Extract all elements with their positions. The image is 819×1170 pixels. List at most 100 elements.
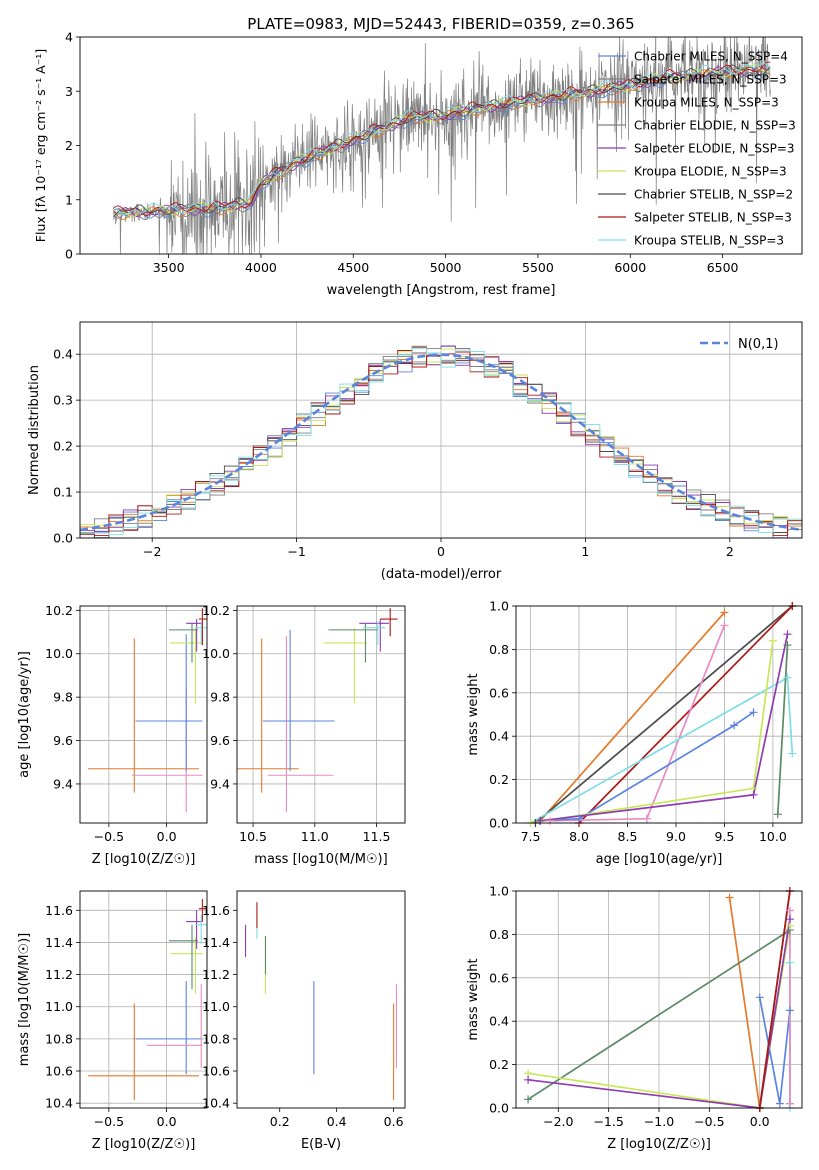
- x-axis-label: mass [log10(M/M☉)]: [254, 852, 387, 867]
- y-tick-label: 1: [65, 192, 73, 207]
- legend-label: Salpeter STELIB, N_SSP=3: [634, 211, 792, 225]
- error-bar-point: [146, 984, 203, 1068]
- weight-marker: [642, 814, 651, 823]
- y-axis-label: age [log10(age/yr)]: [17, 651, 32, 778]
- weight-line: [540, 634, 789, 822]
- weight-line: [527, 929, 791, 1101]
- y-tick-label: 0.2: [489, 1057, 509, 1072]
- weight-line: [728, 897, 761, 1108]
- y-tick-label: 0.6: [489, 685, 509, 700]
- y-tick-label: 0.4: [489, 729, 509, 744]
- error-bar-point: [380, 608, 398, 637]
- x-tick-label: 8.0: [569, 829, 589, 844]
- y-tick-label: 1.0: [489, 884, 509, 899]
- y-tick-label: 11.2: [202, 967, 230, 982]
- y-tick-label: 3: [65, 84, 73, 99]
- y-tick-label: 0.3: [53, 393, 73, 408]
- error-bar-point: [198, 608, 207, 646]
- x-tick-label: 10.5: [239, 829, 267, 844]
- model-line: [112, 61, 771, 217]
- x-axis-label: (data-model)/error: [381, 567, 502, 582]
- weight-marker: [785, 1006, 794, 1015]
- y-tick-label: 10.6: [45, 1064, 73, 1079]
- legend: Chabrier MILES, N_SSP=4 Salpeter MILES, N…: [598, 50, 796, 248]
- weight-marker: [755, 993, 764, 1002]
- model-line: [112, 64, 771, 218]
- axes-frame: [79, 36, 803, 255]
- y-tick-label: 0.1: [53, 485, 73, 500]
- error-bar-point: [135, 981, 203, 1075]
- x-tick-label: 11.0: [301, 829, 329, 844]
- legend-label: Chabrier MILES, N_SSP=4: [634, 50, 788, 64]
- weight-marker: [785, 915, 794, 924]
- legend-label: Chabrier STELIB, N_SSP=2: [634, 188, 793, 202]
- x-tick-label: 0: [437, 544, 445, 559]
- x-tick-label: −1.0: [644, 1114, 674, 1129]
- histogram-step: [80, 347, 802, 538]
- x-tick-label: 5000: [430, 260, 462, 275]
- plot-area: [88, 608, 207, 813]
- mass-vs-metallicity-panel: −0.5 0.0 10.4 10.6 10.8 11.0 11.2 11.4 11.6 Z [lo…: [17, 890, 208, 1152]
- error-bar-point: [88, 1003, 199, 1100]
- y-axis-label: Normed distribution: [27, 365, 42, 495]
- normal-curve: [80, 353, 802, 532]
- plot-area: [112, 37, 771, 254]
- axes-frame: [79, 321, 803, 539]
- mass-vs-extinction-panel: 0.2 0.4 0.6 10.4 10.6 10.8 11.0 11.2 11.4 11.6 E(B…: [202, 890, 406, 1152]
- y-tick-label: 10.4: [45, 1096, 73, 1111]
- x-tick-label: 11.5: [363, 829, 391, 844]
- weight-marker: [725, 893, 734, 902]
- y-tick-label: 11.6: [45, 903, 73, 918]
- y-tick-label: 11.2: [45, 967, 73, 982]
- y-tick-label: 0.0: [53, 531, 73, 546]
- data-spectrum: [113, 37, 771, 254]
- y-tick-label: 10.8: [202, 1031, 230, 1046]
- error-bar-point: [323, 627, 367, 704]
- weight-marker: [720, 621, 729, 630]
- error-bar-point: [363, 621, 386, 646]
- plot-area: [88, 899, 207, 1100]
- x-axis-label: age [log10(age/yr)]: [596, 852, 723, 867]
- weight-marker: [775, 1099, 784, 1108]
- legend-label: N(0,1): [738, 337, 779, 352]
- weight-line: [776, 645, 789, 815]
- error-bar-point: [328, 623, 378, 663]
- y-tick-label: 10.0: [202, 646, 230, 661]
- axes-frame: [236, 605, 406, 824]
- error-bar-point: [359, 619, 389, 652]
- x-axis-label: Z [log10(Z/Z☉)]: [607, 1137, 711, 1152]
- weight-line: [758, 891, 791, 1108]
- y-tick-label: 11.0: [202, 999, 230, 1014]
- weight-line: [530, 676, 794, 823]
- y-tick-label: 11.4: [202, 935, 230, 950]
- y-tick-label: 9.8: [210, 690, 230, 705]
- x-tick-label: 6500: [707, 260, 739, 275]
- y-tick-label: 11.0: [45, 999, 73, 1014]
- y-tick-label: 10.2: [45, 603, 73, 618]
- y-tick-label: 10.8: [45, 1031, 73, 1046]
- y-tick-label: 0.8: [489, 642, 509, 657]
- x-tick-label: −1.5: [593, 1114, 623, 1129]
- weight-marker: [545, 816, 554, 825]
- x-tick-label: 4500: [337, 260, 369, 275]
- y-tick-label: 9.6: [210, 733, 230, 748]
- x-tick-label: 0.0: [157, 1114, 177, 1129]
- y-tick-label: 10.0: [45, 646, 73, 661]
- y-tick-label: 4: [65, 30, 73, 45]
- x-tick-label: 3500: [153, 260, 185, 275]
- weight-marker: [730, 721, 739, 730]
- error-bar-point: [262, 629, 335, 771]
- error-bar-point: [170, 937, 203, 994]
- y-tick-label: 2: [65, 138, 73, 153]
- axes-frame: [515, 890, 803, 1109]
- error-bar-point: [186, 619, 203, 652]
- error-bar-point: [131, 688, 203, 813]
- weight-marker: [575, 814, 584, 823]
- y-axis-label: mass [log10(M/M☉)]: [17, 933, 32, 1066]
- legend-label: Kroupa MILES, N_SSP=3: [634, 96, 779, 110]
- y-tick-label: 0.6: [489, 970, 509, 985]
- weight-marker: [773, 810, 782, 819]
- x-tick-label: 0.2: [270, 1114, 290, 1129]
- weight-line: [527, 919, 791, 1108]
- weight-line: [540, 711, 754, 822]
